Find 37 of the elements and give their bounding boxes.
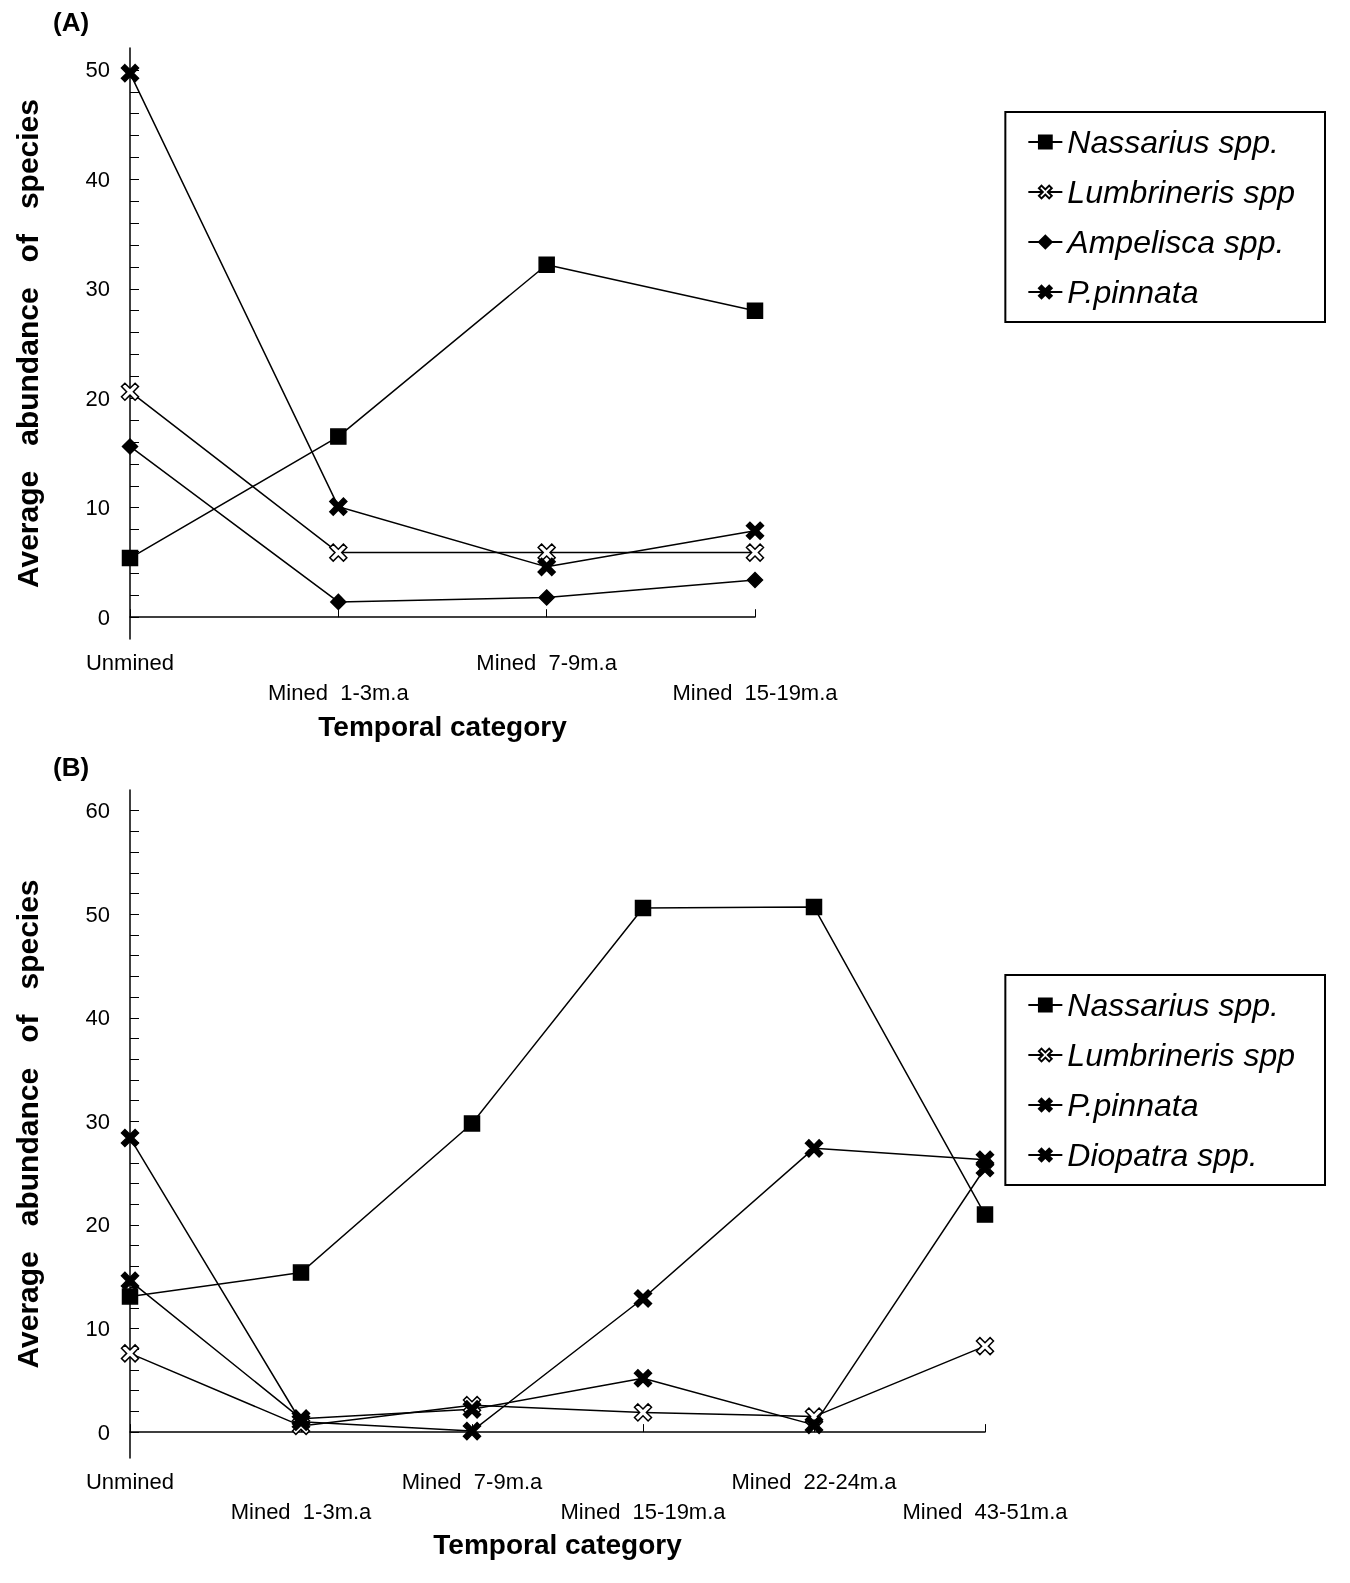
x-tick-label: Mined 7-9m.a xyxy=(401,1468,544,1494)
legend-label: Ampelisca spp. xyxy=(1065,224,1285,260)
y-tick-label: 0 xyxy=(97,1419,110,1445)
x-tick-label: Mined 22-24m.a xyxy=(731,1468,898,1494)
y-tick-label: 30 xyxy=(85,276,110,302)
legend-label: Lumbrineris spp xyxy=(1067,174,1295,210)
y-tick-label: 30 xyxy=(85,1108,110,1134)
legend-label: Nassarius spp. xyxy=(1067,987,1279,1023)
chart-title: (A) xyxy=(53,7,90,37)
x-axis-title: Temporal category xyxy=(433,1529,683,1561)
y-axis-title: Average abundance of species xyxy=(10,879,44,1369)
y-tick-label: 0 xyxy=(97,604,110,630)
y-tick-label: 20 xyxy=(85,1212,110,1238)
y-tick-label: 40 xyxy=(85,1005,110,1031)
x-tick-label: Mined 15-19m.a xyxy=(672,679,839,705)
legend-label: P.pinnata xyxy=(1067,1087,1199,1123)
x-tick-label: Unmined xyxy=(85,1468,175,1494)
y-tick-label: 10 xyxy=(85,495,110,521)
legend-label: P.pinnata xyxy=(1067,274,1199,310)
x-axis-title: Temporal category xyxy=(318,710,568,742)
x-tick-label: Unmined xyxy=(85,649,175,675)
chart-title: (B) xyxy=(53,752,90,782)
x-tick-label: Mined 15-19m.a xyxy=(560,1498,727,1524)
legend-label: Lumbrineris spp xyxy=(1067,1037,1295,1073)
y-tick-label: 60 xyxy=(85,798,110,824)
y-axis-title: Average abundance of species xyxy=(10,99,44,589)
x-tick-label: Mined 43-51m.a xyxy=(902,1498,1069,1524)
y-tick-label: 40 xyxy=(85,166,110,192)
y-tick-label: 20 xyxy=(85,385,110,411)
x-tick-label: Mined 1-3m.a xyxy=(230,1498,373,1524)
x-tick-label: Mined 7-9m.a xyxy=(476,649,618,675)
x-tick-label: Mined 1-3m.a xyxy=(268,679,410,705)
y-tick-label: 50 xyxy=(85,901,110,927)
legend-label: Diopatra spp. xyxy=(1067,1137,1258,1173)
y-tick-label: 50 xyxy=(85,57,110,83)
legend-label: Nassarius spp. xyxy=(1067,124,1279,160)
y-tick-label: 10 xyxy=(85,1316,110,1342)
